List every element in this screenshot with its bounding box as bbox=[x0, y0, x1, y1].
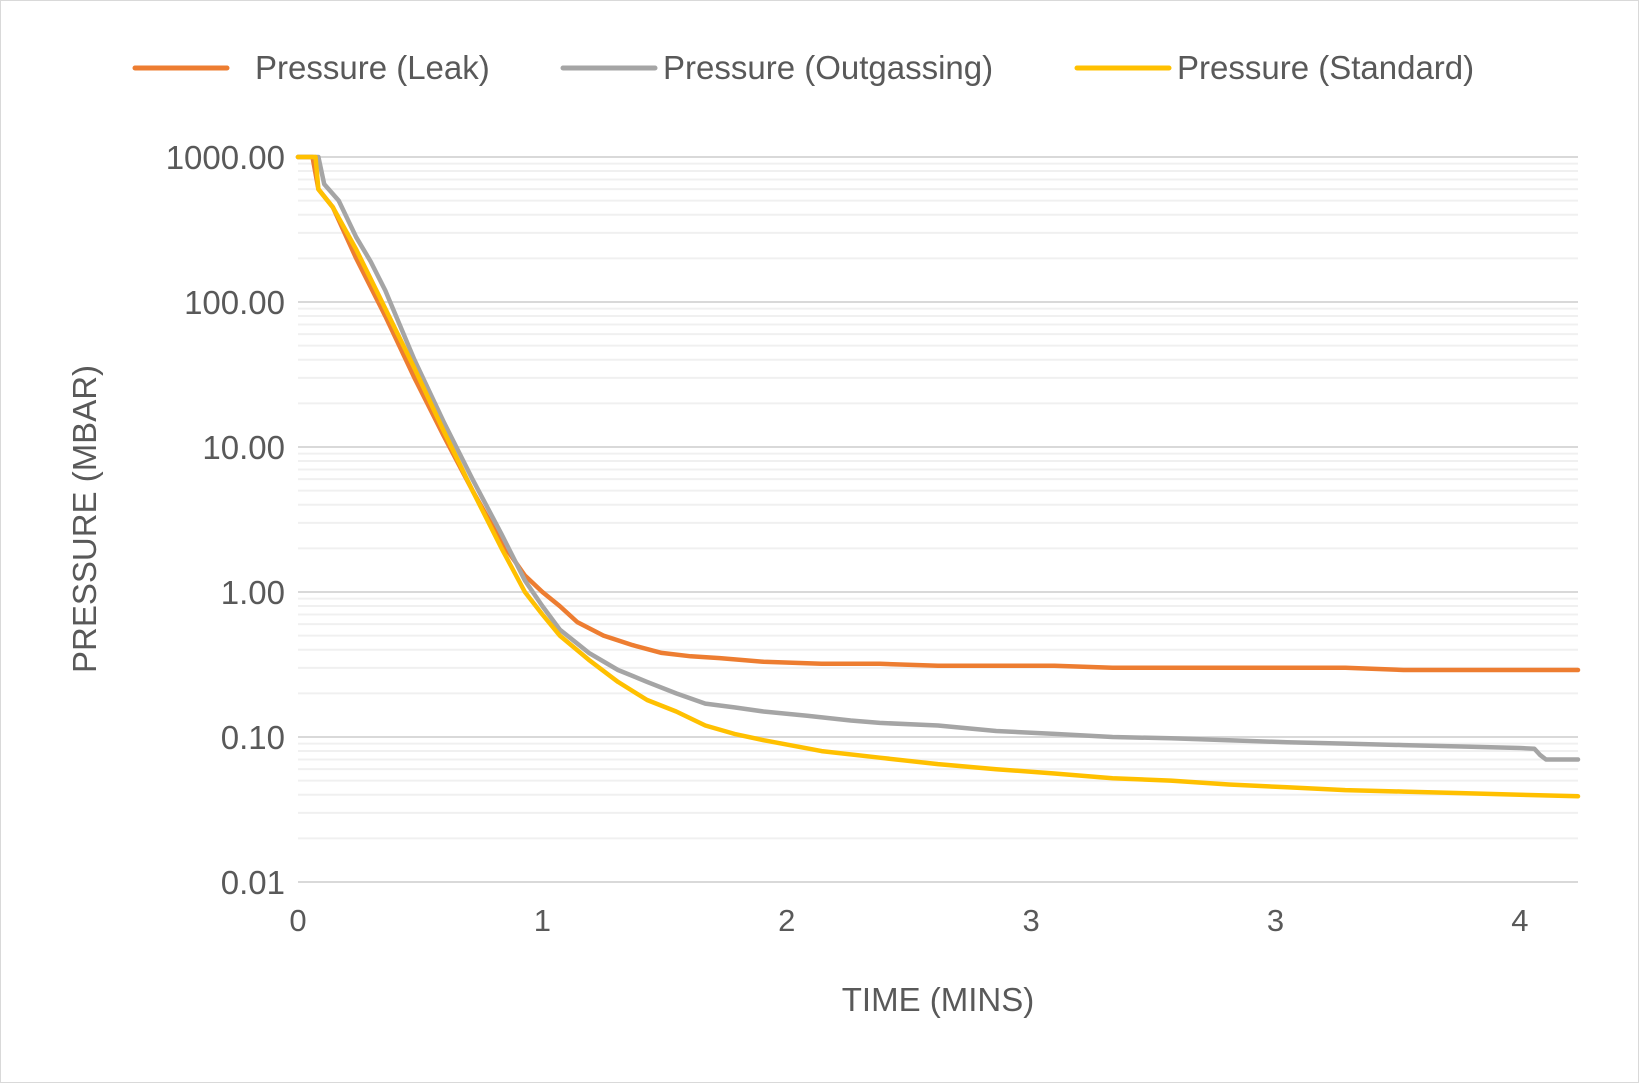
x-axis-title: TIME (MINS) bbox=[842, 981, 1034, 1018]
legend: Pressure (Leak) Pressure (Outgassing) Pres… bbox=[132, 49, 1474, 86]
x-tick-label: 4 bbox=[1511, 903, 1528, 938]
y-axis-title: PRESSURE (MBAR) bbox=[66, 365, 103, 673]
x-tick-label: 0 bbox=[289, 903, 306, 938]
x-tick-label: 3 bbox=[1022, 903, 1039, 938]
y-tick-label: 0.01 bbox=[221, 864, 285, 901]
series-line-1 bbox=[295, 154, 1581, 673]
y-tick-label: 0.10 bbox=[221, 719, 285, 756]
y-tick-label: 10.00 bbox=[202, 429, 285, 466]
series-line-2 bbox=[295, 154, 1581, 762]
y-axis-ticks: 1000.00 100.00 10.00 1.00 0.10 0.01 bbox=[166, 139, 285, 901]
legend-label-1: Pressure (Leak) bbox=[255, 49, 490, 86]
x-tick-label: 3 bbox=[1267, 903, 1284, 938]
legend-label-2: Pressure (Outgassing) bbox=[663, 49, 993, 86]
x-tick-label: 2 bbox=[778, 903, 795, 938]
legend-label-3: Pressure (Standard) bbox=[1177, 49, 1474, 86]
x-axis-ticks: 0 1 2 3 3 4 bbox=[289, 903, 1528, 938]
x-tick-label: 1 bbox=[534, 903, 551, 938]
y-tick-label: 100.00 bbox=[184, 284, 285, 321]
major-gridlines bbox=[298, 156, 1578, 738]
series-line-3 bbox=[295, 154, 1581, 799]
y-tick-label: 1000.00 bbox=[166, 139, 285, 176]
series-lines bbox=[295, 154, 1581, 799]
y-tick-label: 1.00 bbox=[221, 574, 285, 611]
